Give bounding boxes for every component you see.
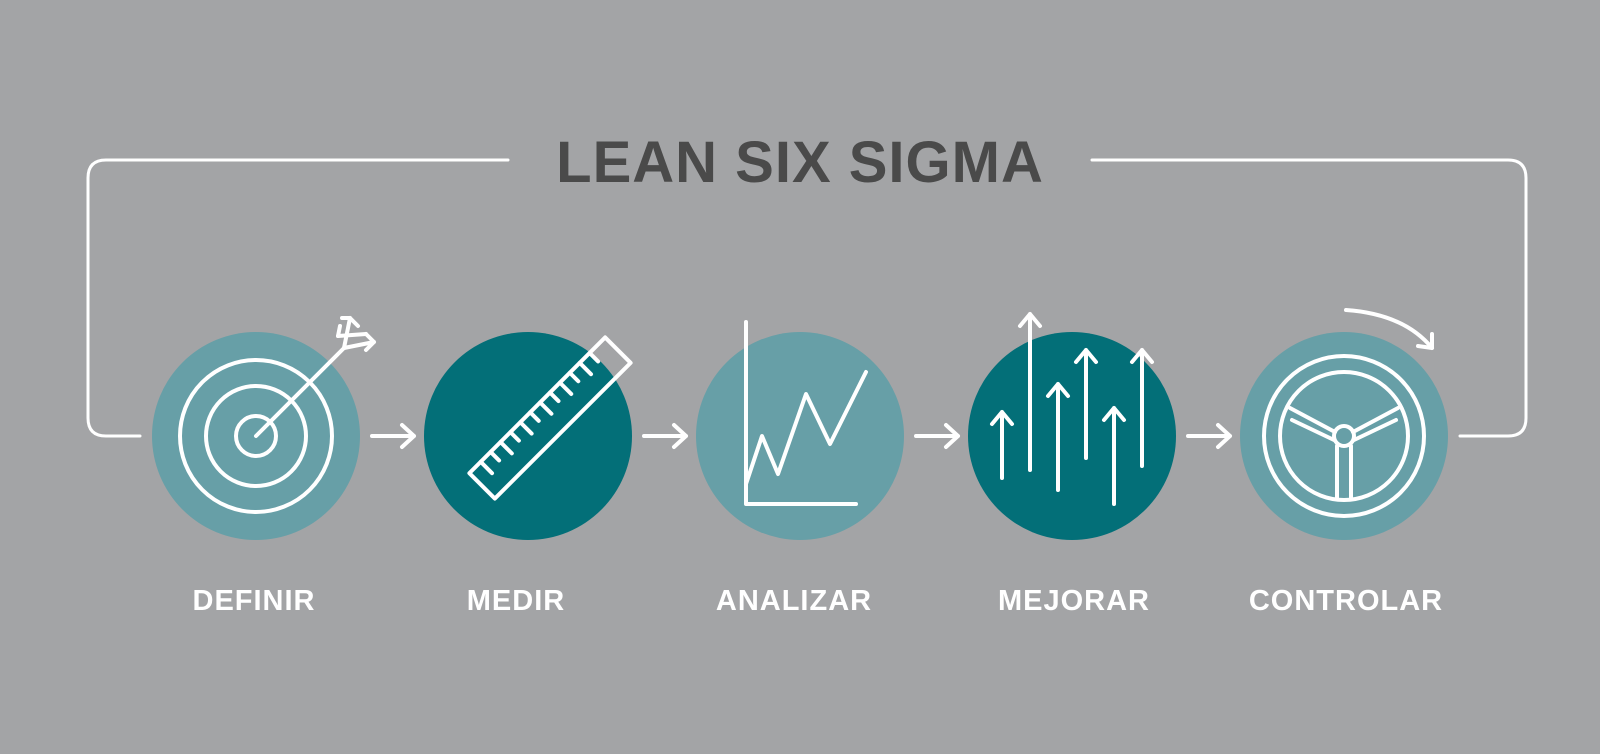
step-circle-medir [424, 332, 632, 540]
diagram-title: LEAN SIX SIGMA [556, 130, 1044, 195]
target-arrow-icon [178, 316, 376, 514]
cycle-loop-right [1090, 158, 1528, 438]
arrow-right-icon [1186, 423, 1232, 449]
line-chart-icon [744, 320, 868, 506]
step-circle-controlar [1240, 332, 1448, 540]
step-label-analizar: ANALIZAR [716, 585, 872, 617]
arrow-right-icon [642, 423, 688, 449]
step-circle-analizar [696, 332, 904, 540]
arrow-right-icon [370, 423, 416, 449]
step-label-mejorar: MEJORAR [998, 585, 1150, 617]
up-arrows-icon [990, 312, 1154, 506]
steering-wheel-icon [1262, 354, 1426, 518]
arrow-right-icon [914, 423, 960, 449]
cycle-loop-left [86, 158, 510, 438]
step-label-controlar: CONTROLAR [1249, 585, 1443, 617]
step-label-definir: DEFINIR [193, 585, 316, 617]
ruler-icon [467, 335, 633, 501]
step-circle-mejorar [968, 332, 1176, 540]
step-label-medir: MEDIR [467, 585, 565, 617]
rotate-arrow-icon [1344, 308, 1434, 350]
